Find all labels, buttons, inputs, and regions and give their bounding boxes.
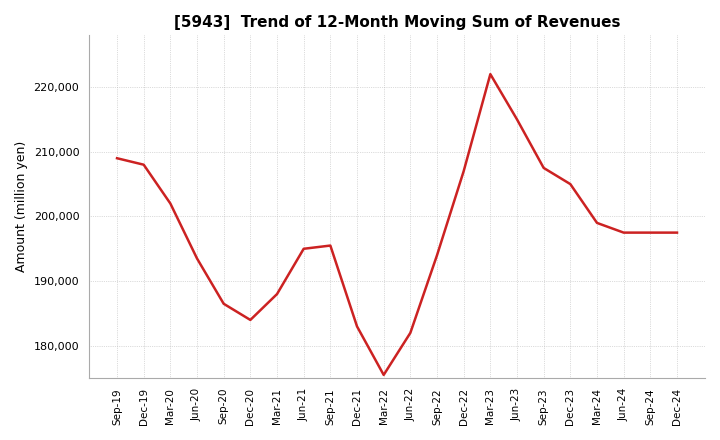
Y-axis label: Amount (million yen): Amount (million yen) [15,141,28,272]
Title: [5943]  Trend of 12-Month Moving Sum of Revenues: [5943] Trend of 12-Month Moving Sum of R… [174,15,620,30]
